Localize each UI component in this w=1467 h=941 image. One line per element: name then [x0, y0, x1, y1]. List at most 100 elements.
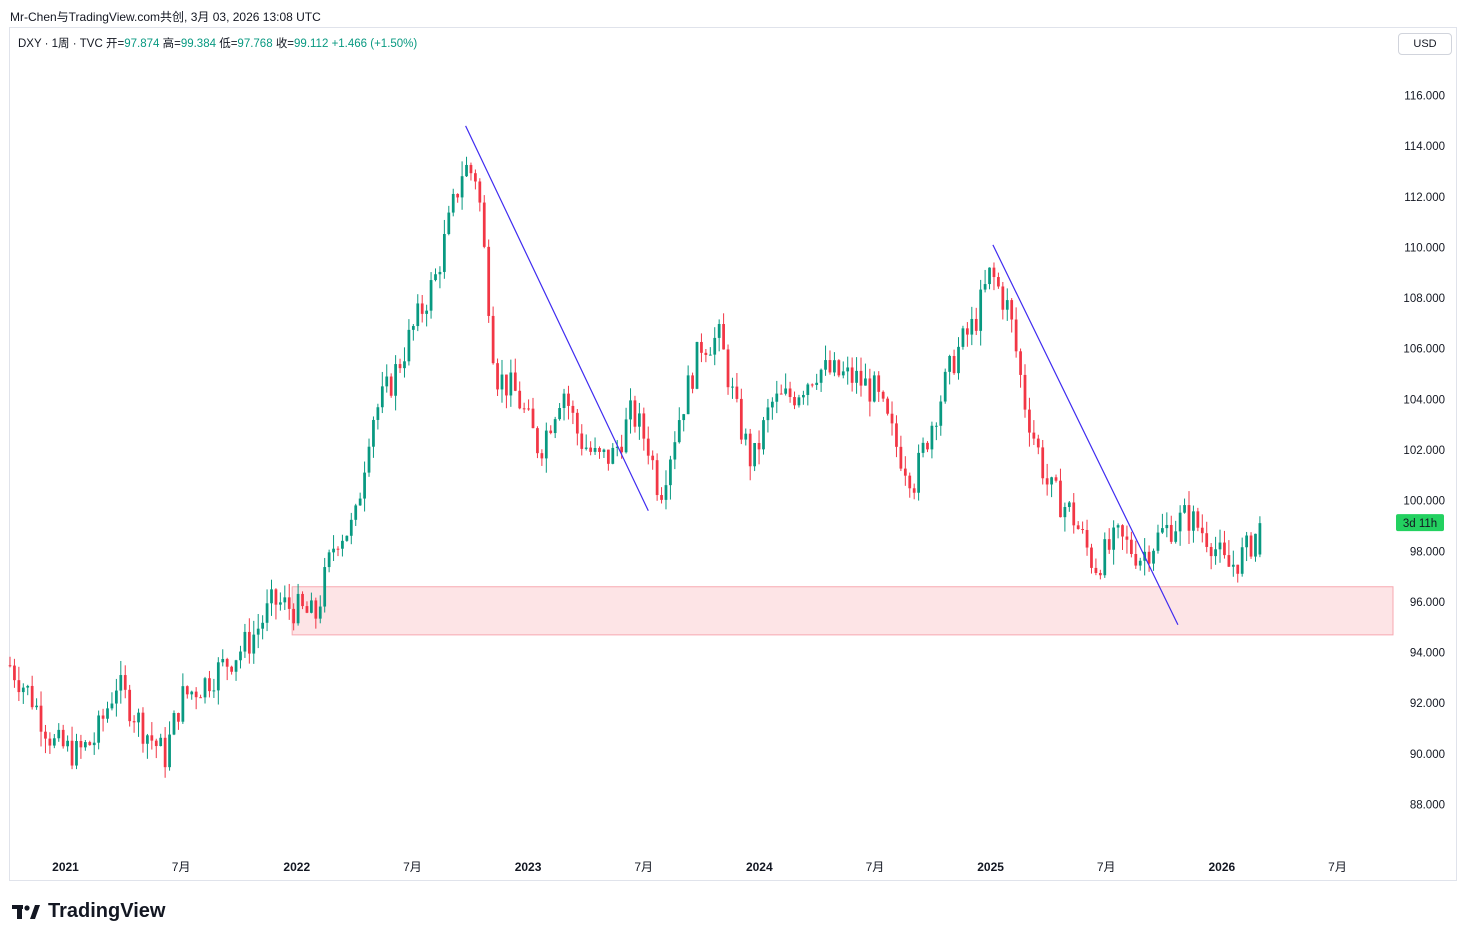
- candle-body[interactable]: [983, 284, 987, 290]
- candle-body[interactable]: [691, 375, 694, 389]
- candle-body[interactable]: [451, 193, 455, 213]
- candle-body[interactable]: [230, 666, 233, 672]
- candle-body[interactable]: [770, 401, 774, 408]
- candle-body[interactable]: [1028, 409, 1031, 433]
- candle-body[interactable]: [48, 738, 52, 746]
- candle-body[interactable]: [194, 691, 198, 698]
- candle-body[interactable]: [642, 413, 646, 439]
- candle-body[interactable]: [398, 364, 402, 369]
- candle-body[interactable]: [221, 658, 225, 663]
- candle-body[interactable]: [270, 589, 273, 604]
- candle-body[interactable]: [1183, 505, 1186, 513]
- candle-body[interactable]: [336, 548, 340, 550]
- candle-body[interactable]: [779, 393, 783, 395]
- candle-body[interactable]: [181, 686, 185, 722]
- candle-body[interactable]: [921, 442, 925, 453]
- candle-body[interactable]: [1067, 502, 1071, 508]
- candle-body[interactable]: [939, 401, 943, 426]
- candle-body[interactable]: [997, 277, 1000, 287]
- candle-body[interactable]: [208, 678, 211, 692]
- candle-body[interactable]: [190, 691, 194, 695]
- candle-body[interactable]: [416, 303, 420, 327]
- candle-body[interactable]: [629, 400, 632, 420]
- support-zone[interactable]: [291, 586, 1394, 636]
- candle-body[interactable]: [810, 384, 814, 386]
- candle-body[interactable]: [948, 356, 952, 372]
- candle-body[interactable]: [403, 361, 406, 369]
- candle-body[interactable]: [903, 468, 907, 476]
- candle-body[interactable]: [868, 378, 872, 402]
- candle-body[interactable]: [327, 552, 331, 568]
- candle-body[interactable]: [1081, 529, 1084, 531]
- candle-body[interactable]: [163, 737, 167, 768]
- candle-body[interactable]: [21, 687, 25, 693]
- candle-body[interactable]: [766, 407, 770, 421]
- candle-body[interactable]: [57, 729, 61, 739]
- candle-body[interactable]: [465, 164, 468, 177]
- candle-body[interactable]: [66, 740, 69, 747]
- candle-body[interactable]: [850, 367, 854, 383]
- candle-body[interactable]: [1236, 564, 1240, 574]
- candle-body[interactable]: [8, 665, 12, 667]
- candle-body[interactable]: [793, 397, 796, 406]
- candle-body[interactable]: [447, 212, 451, 234]
- candle-body[interactable]: [518, 390, 522, 409]
- candle-body[interactable]: [1156, 532, 1160, 551]
- candle-body[interactable]: [912, 488, 916, 493]
- candle-body[interactable]: [185, 686, 189, 695]
- candle-body[interactable]: [1045, 478, 1049, 485]
- candle-body[interactable]: [575, 412, 579, 434]
- candle-body[interactable]: [580, 433, 584, 449]
- candle-body[interactable]: [974, 318, 978, 331]
- candle-body[interactable]: [199, 697, 202, 699]
- candle-body[interactable]: [137, 712, 140, 723]
- candle-body[interactable]: [717, 324, 721, 338]
- candle-body[interactable]: [106, 708, 109, 719]
- candle-body[interactable]: [1205, 533, 1209, 547]
- candle-body[interactable]: [1076, 525, 1080, 530]
- candle-body[interactable]: [287, 597, 291, 609]
- candle-body[interactable]: [775, 393, 779, 402]
- symbol-label[interactable]: DXY · 1周 · TVC: [18, 38, 103, 50]
- candle-body[interactable]: [1023, 374, 1027, 410]
- candle-body[interactable]: [828, 360, 832, 373]
- candle-body[interactable]: [540, 453, 544, 459]
- candle-body[interactable]: [407, 329, 411, 362]
- candle-body[interactable]: [824, 360, 827, 370]
- candle-body[interactable]: [429, 280, 433, 311]
- candle-body[interactable]: [660, 495, 663, 500]
- candle-body[interactable]: [527, 408, 530, 410]
- currency-button[interactable]: USD: [1398, 33, 1452, 55]
- candle-body[interactable]: [314, 600, 318, 619]
- candle-body[interactable]: [376, 407, 380, 420]
- candle-body[interactable]: [833, 360, 836, 373]
- candle-body[interactable]: [602, 449, 606, 452]
- candle-body[interactable]: [1187, 505, 1191, 531]
- candle-body[interactable]: [606, 449, 610, 464]
- tradingview-logo[interactable]: TradingView: [12, 900, 165, 923]
- candle-body[interactable]: [292, 608, 296, 624]
- candle-body[interactable]: [1147, 551, 1151, 564]
- candle-body[interactable]: [1138, 560, 1142, 566]
- candle-body[interactable]: [1192, 511, 1195, 531]
- candle-body[interactable]: [110, 703, 114, 709]
- candle-body[interactable]: [420, 303, 424, 314]
- candle-body[interactable]: [651, 455, 655, 461]
- candle-body[interactable]: [1254, 533, 1257, 557]
- candle-body[interactable]: [17, 680, 21, 693]
- candle-body[interactable]: [425, 310, 429, 314]
- candle-body[interactable]: [837, 360, 841, 376]
- candle-body[interactable]: [154, 740, 158, 747]
- candle-body[interactable]: [638, 413, 641, 427]
- candle-body[interactable]: [1112, 527, 1116, 550]
- candle-body[interactable]: [1209, 546, 1213, 557]
- candle-body[interactable]: [1200, 527, 1204, 534]
- candle-body[interactable]: [1174, 531, 1178, 542]
- trendline[interactable]: [465, 125, 649, 512]
- candle-body[interactable]: [1125, 536, 1129, 540]
- candle-body[interactable]: [744, 433, 748, 440]
- candle-body[interactable]: [762, 420, 765, 450]
- candle-body[interactable]: [1231, 564, 1235, 567]
- candle-body[interactable]: [620, 446, 624, 453]
- candle-body[interactable]: [318, 606, 322, 619]
